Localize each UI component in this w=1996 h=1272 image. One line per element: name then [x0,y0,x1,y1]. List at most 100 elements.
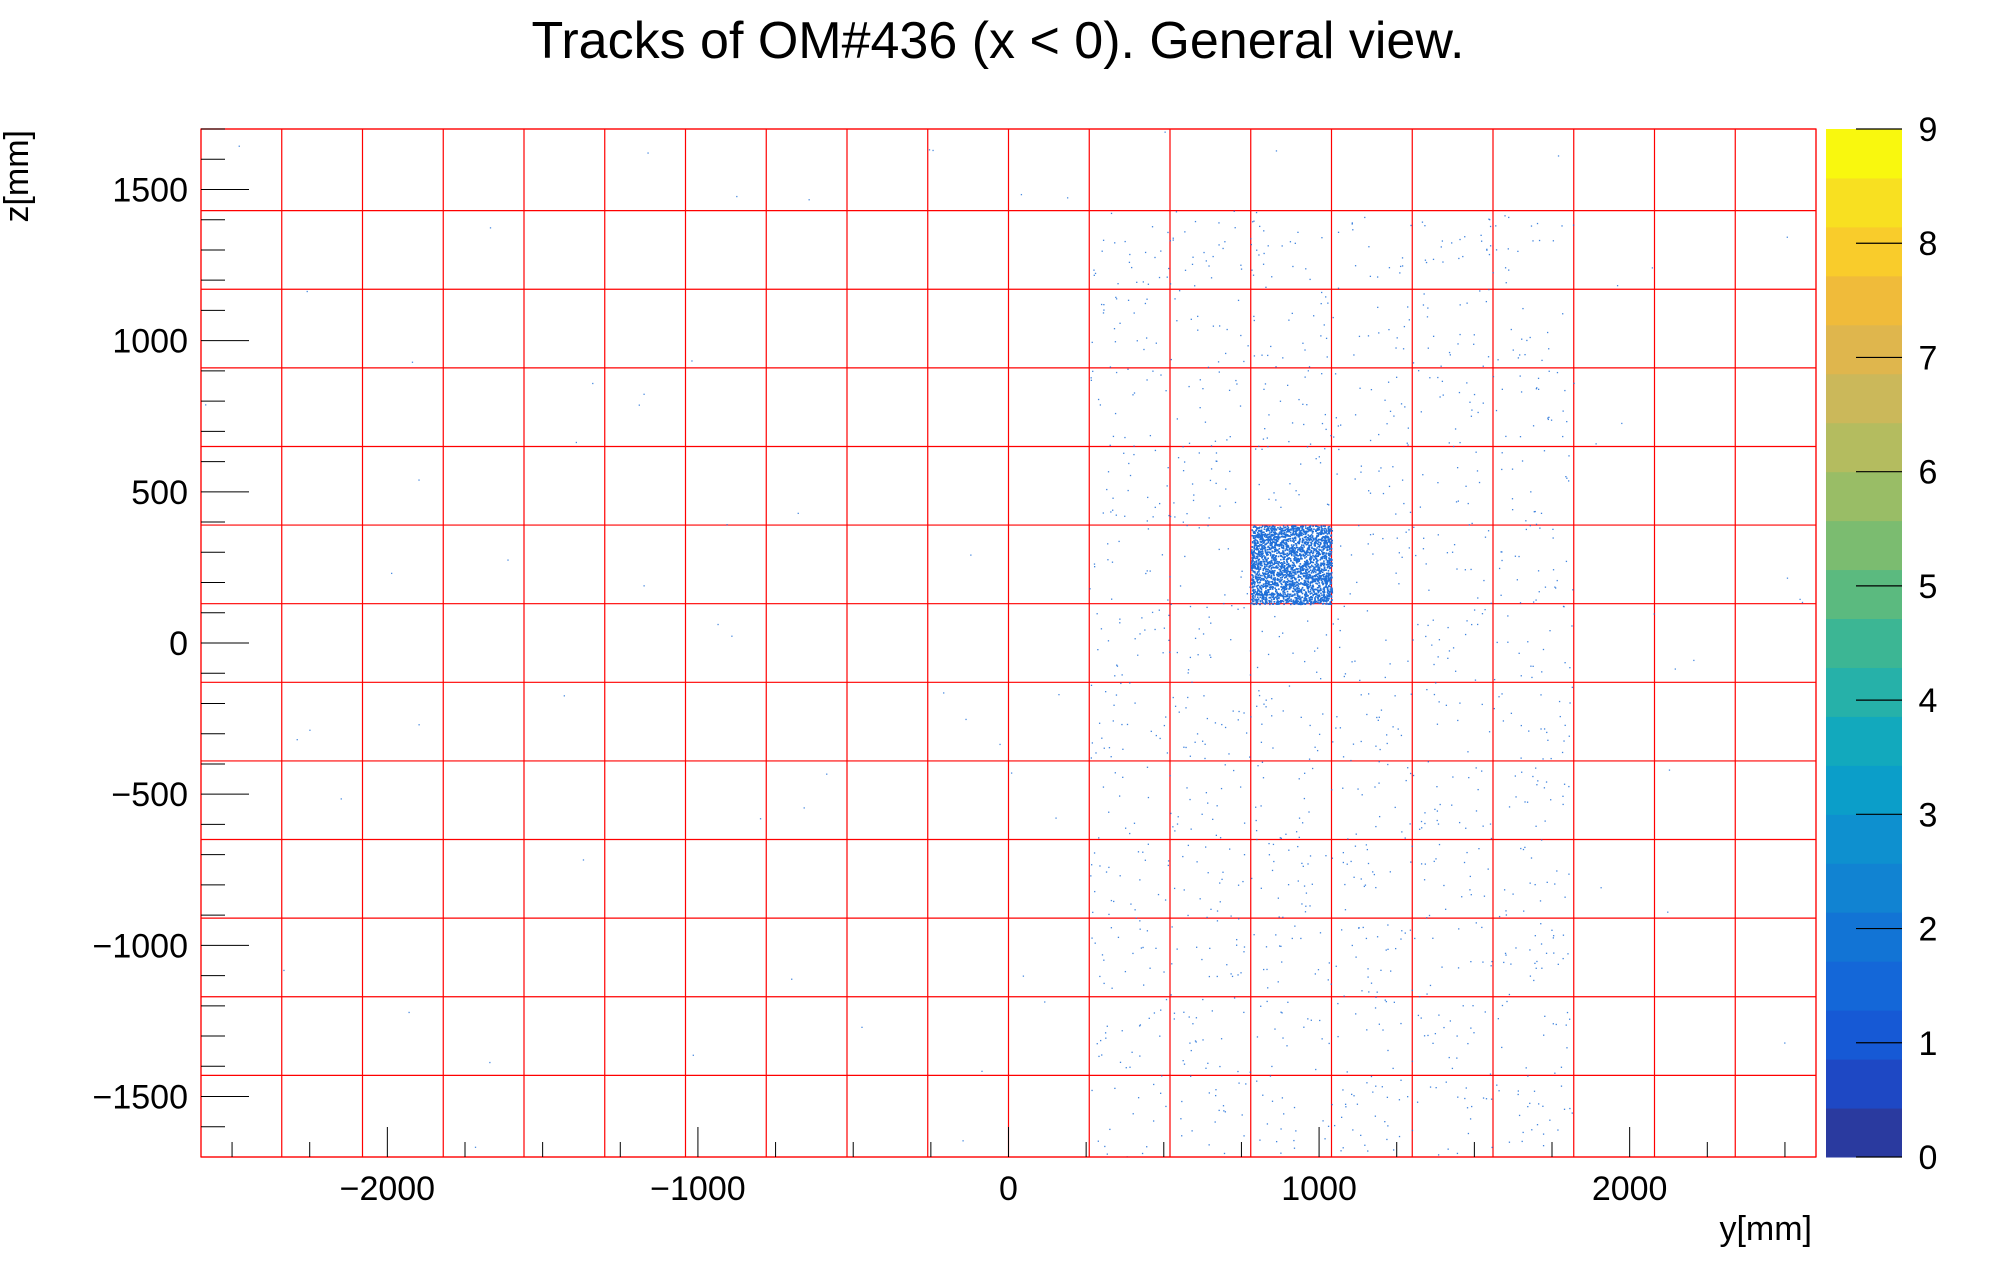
track-point [1151,611,1154,614]
track-point [1341,929,1343,931]
track-point [1518,1114,1521,1117]
color-scale-label: 4 [1919,682,1938,720]
track-point [1468,524,1471,526]
track-point [1221,723,1223,726]
track-point [1330,552,1332,555]
track-point [1198,452,1200,454]
track-point [1270,597,1272,599]
track-point [1492,375,1495,378]
y-axis-label: z[mm] [0,130,36,223]
track-point [1342,756,1345,758]
track-point [1309,590,1312,593]
track-point [1312,568,1315,570]
track-point [1316,532,1318,534]
track-point [1333,436,1335,438]
track-point [1310,542,1313,545]
track-point [1253,562,1255,565]
track-point [1322,553,1324,556]
track-point [1249,1071,1251,1073]
track-point [1277,578,1280,581]
track-point [1241,570,1243,572]
track-point [1102,512,1104,514]
track-point [1565,560,1568,563]
track-point [1262,597,1265,599]
track-point [1361,990,1363,992]
track-point [1216,805,1218,807]
track-point [1284,536,1287,539]
track-point [1281,540,1283,543]
track-point [1325,855,1327,857]
track-point [1130,903,1132,905]
track-point [1305,555,1308,558]
track-point [1270,571,1273,573]
track-point [1285,584,1287,587]
track-point [1301,541,1304,544]
track-point [1261,540,1264,543]
track-point [1310,541,1312,544]
track-point [1533,511,1535,513]
track-point [1174,298,1176,300]
track-point [1315,588,1318,591]
track-point [1326,559,1329,562]
x-tick-label: 0 [999,1170,1018,1208]
track-point [1427,624,1429,627]
track-point [1322,598,1324,601]
track-point [1343,675,1345,678]
track-point [1389,871,1391,873]
track-point [1324,531,1326,533]
track-point [1524,353,1526,356]
track-point [1267,987,1269,989]
track-point [1210,445,1213,447]
track-point [803,807,805,809]
track-point [1313,567,1316,570]
track-point [1424,822,1426,825]
track-point [1286,580,1289,583]
track-point [1378,815,1381,818]
track-point [1235,379,1237,382]
track-point [1448,1056,1450,1059]
track-point [1295,554,1297,557]
track-point [489,1061,491,1064]
track-point [1258,593,1261,595]
track-point [1317,579,1319,582]
track-point [1219,1065,1221,1068]
track-point [1275,544,1278,546]
track-point [1146,1146,1148,1148]
track-point [1292,569,1295,572]
track-point [1288,319,1290,321]
track-point [1540,694,1542,696]
track-point [1289,549,1291,552]
track-point [1507,248,1509,250]
track-point [1367,976,1369,978]
track-point [1298,527,1301,529]
track-point [1533,1090,1536,1092]
track-point [1298,591,1301,593]
track-point [1281,245,1283,247]
track-point [1367,543,1369,545]
track-point [1266,560,1268,563]
track-point [1316,671,1318,673]
track-point [1422,548,1425,550]
track-point [1259,530,1262,533]
track-point [643,585,645,587]
track-point [1476,470,1479,472]
track-point [1432,1042,1434,1044]
track-point [1107,559,1109,561]
track-point [1251,567,1254,570]
track-point [1234,227,1236,229]
color-scale-segment [1826,1059,1902,1109]
track-point [1305,580,1307,582]
track-point [1259,562,1261,565]
track-point [1313,578,1315,580]
track-point [1270,345,1272,348]
track-point [1255,594,1257,596]
track-point [1426,917,1428,919]
track-point [1340,1150,1342,1152]
track-point [1271,571,1274,573]
track-point [1294,600,1297,603]
track-point [1277,537,1280,539]
track-point [1436,819,1438,822]
track-point [1265,563,1268,566]
track-point [1255,806,1257,808]
